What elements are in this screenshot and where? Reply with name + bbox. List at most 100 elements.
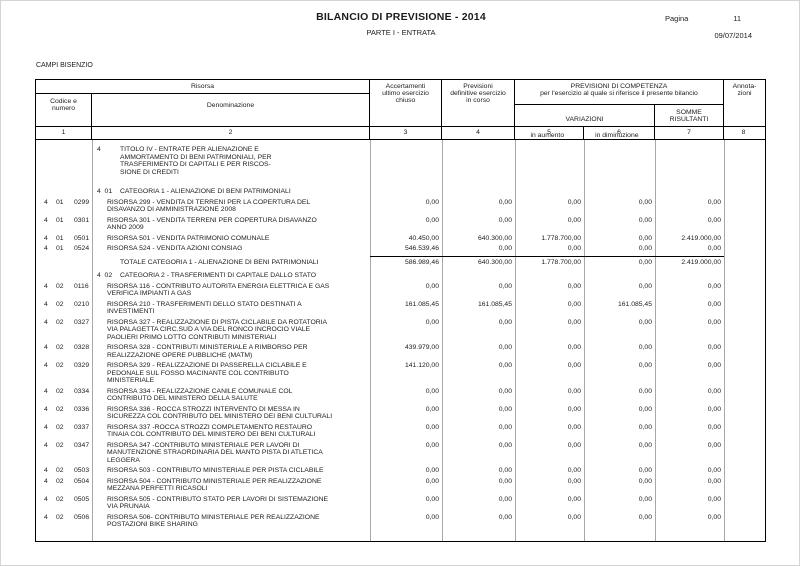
inline-code: 4 [97, 146, 101, 153]
value-variazioni-diminuzione: 0,00 [638, 387, 652, 395]
value-previsioni-definitive: 0,00 [498, 216, 512, 224]
inline-code [97, 406, 107, 421]
code-categoria: 02 [56, 405, 64, 413]
value-somme-risultanti [655, 146, 724, 176]
row-description: RISORSA 301 - VENDITA TERRENI PER COPERT… [107, 216, 317, 232]
value-somme-risultanti: 0,00 [707, 467, 721, 474]
table-row: 4 02 0334 RISORSA 334 - REALIZZAZIONE CA… [36, 388, 765, 403]
annotazioni-cell [724, 235, 763, 243]
code-titolo: 4 [44, 198, 48, 206]
value-somme-risultanti: 0,00 [707, 198, 721, 206]
col-number: 1 [36, 127, 92, 139]
value-accertamenti: 0,00 [425, 387, 439, 395]
table-row: 4 02 0327 RISORSA 327 - REALIZZAZIONE DI… [36, 319, 765, 342]
code-risorsa: 0524 [74, 245, 90, 252]
value-previsioni-definitive: 0,00 [498, 477, 512, 485]
col-header-in-aumento: in aumento [530, 131, 565, 139]
value-accertamenti: 0,00 [425, 216, 439, 224]
column-divider [442, 140, 443, 541]
code-titolo: 4 [44, 245, 48, 252]
col-number: 3 [370, 127, 442, 139]
col-number: 8 [741, 129, 746, 136]
row-description: RISORSA 116 - CONTRIBUTO AUTORITA ENERGI… [107, 282, 330, 298]
code-categoria: 01 [56, 234, 64, 242]
value-accertamenti: 0,00 [425, 495, 439, 503]
value-accertamenti: 0,00 [425, 318, 439, 326]
value-variazioni-diminuzione: 0,00 [638, 245, 652, 252]
annotazioni-cell [724, 406, 763, 421]
code-cell [36, 146, 92, 176]
value-previsioni-definitive: 0,00 [498, 441, 512, 449]
value-variazioni-aumento: 0,00 [567, 216, 581, 224]
code-cell: 4 02 0505 [36, 496, 92, 511]
denomination-cell: RISORSA 329 - REALIZZAZIONE DI PASSERELL… [92, 362, 370, 385]
code-cell: 4 02 0210 [36, 301, 92, 316]
row-description: RISORSA 336 - ROCCA STROZZI INTERVENTO D… [107, 405, 333, 421]
value-variazioni-aumento [515, 146, 584, 176]
value-somme-risultanti: 2.419.000,00 [681, 234, 721, 242]
denomination-cell: RISORSA 116 - CONTRIBUTO AUTORITA ENERGI… [92, 283, 370, 298]
value-somme-risultanti: 0,00 [707, 300, 721, 308]
row-description: TOTALE CATEGORIA 1 - ALIENAZIONE DI BENI… [120, 258, 319, 266]
denomination-cell: RISORSA 328 - CONTRIBUTI MINISTERIALE A … [92, 344, 370, 359]
row-description: RISORSA 506- CONTRIBUTO MINISTERIALE PER… [107, 513, 320, 529]
value-variazioni-aumento: 1.778.700,00 [541, 258, 581, 266]
inline-code [97, 235, 107, 243]
value-accertamenti: 161.085,45 [404, 300, 439, 308]
row-description: RISORSA 327 - REALIZZAZIONE DI PISTA CIC… [107, 318, 328, 341]
code-cell: 4 02 0328 [36, 344, 92, 359]
value-accertamenti: 0,00 [425, 467, 439, 474]
value-variazioni-aumento: 0,00 [567, 387, 581, 395]
code-titolo: 4 [44, 282, 48, 290]
code-categoria: 02 [56, 344, 64, 351]
value-variazioni-aumento: 0,00 [567, 477, 581, 485]
value-variazioni-diminuzione: 0,00 [638, 441, 652, 449]
code-titolo: 4 [44, 318, 48, 326]
column-divider [515, 140, 516, 541]
value-previsioni-definitive [442, 272, 515, 280]
code-risorsa [74, 259, 92, 267]
value-accertamenti: 586.989,46 [404, 258, 439, 266]
code-cell: 4 02 0334 [36, 388, 92, 403]
value-somme-risultanti: 0,00 [707, 477, 721, 485]
value-previsioni-definitive: 0,00 [498, 344, 512, 351]
annotazioni-cell [724, 496, 763, 511]
code-cell [36, 272, 92, 280]
col-header-variazioni: VARIAZIONI in aumento in diminuzione [515, 105, 655, 139]
code-risorsa: 0327 [74, 318, 90, 326]
code-categoria: 02 [56, 513, 64, 521]
value-variazioni-diminuzione [584, 272, 655, 280]
inline-code [97, 344, 107, 359]
annotazioni-cell [724, 514, 763, 529]
denomination-cell: RISORSA 503 - CONTRIBUTO MINISTERIALE PE… [92, 467, 370, 475]
denomination-cell: RISORSA 501 - VENDITA PATRIMONIO COMUNAL… [92, 235, 370, 243]
row-description: RISORSA 503 - CONTRIBUTO MINISTERIALE PE… [107, 467, 324, 474]
value-variazioni-diminuzione: 0,00 [638, 477, 652, 485]
code-risorsa: 0337 [74, 423, 90, 431]
annotazioni-cell [724, 301, 763, 316]
row-description: RISORSA 334 - REALIZZAZIONE CANILE COMUN… [107, 387, 293, 403]
code-titolo [44, 188, 56, 196]
value-previsioni-definitive: 0,00 [498, 467, 512, 474]
row-description: TITOLO IV - ENTRATE PER ALIENAZIONE E AM… [120, 146, 272, 176]
column-divider [92, 140, 93, 541]
annotazioni-cell [724, 424, 763, 439]
code-cell [36, 259, 92, 267]
value-variazioni-aumento: 0,00 [567, 467, 581, 474]
entity-name: CAMPI BISENZIO [36, 62, 93, 69]
code-risorsa: 0210 [74, 300, 90, 308]
code-titolo: 4 [44, 216, 48, 224]
inline-code [97, 245, 107, 253]
value-variazioni-diminuzione: 0,00 [638, 258, 652, 266]
denomination-cell: 4 01 CATEGORIA 1 - ALIENAZIONE DI BENI P… [92, 188, 370, 196]
value-variazioni-diminuzione: 0,00 [638, 282, 652, 290]
value-variazioni-aumento: 0,00 [567, 441, 581, 449]
denomination-cell: RISORSA 210 - TRASFERIMENTI DELLO STATO … [92, 301, 370, 316]
value-accertamenti: 439.979,00 [404, 344, 439, 351]
value-somme-risultanti [655, 272, 724, 280]
code-titolo: 4 [44, 344, 48, 351]
col-header-somme: SOMME RISULTANTI [655, 105, 724, 126]
code-cell: 4 02 0504 [36, 478, 92, 493]
col-header-previsioni: Previsioni definitive esercizio in corso [442, 80, 515, 126]
